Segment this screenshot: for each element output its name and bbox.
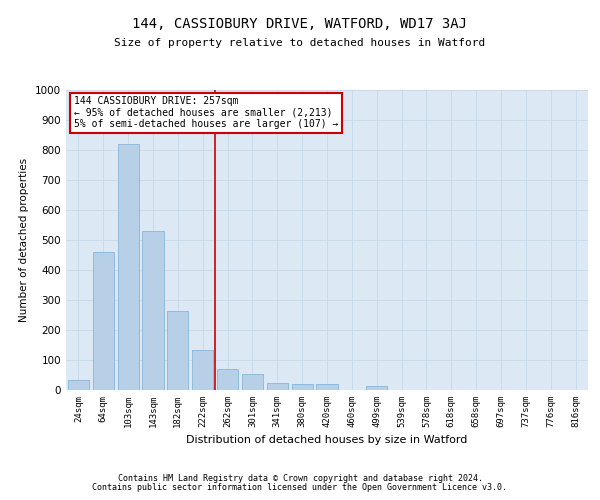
Bar [316,384,338,390]
Y-axis label: Number of detached properties: Number of detached properties [19,158,29,322]
Bar [167,310,188,390]
Bar [292,384,313,390]
Bar [142,231,164,390]
Bar [192,350,213,390]
Bar [118,144,139,390]
Text: Contains HM Land Registry data © Crown copyright and database right 2024.: Contains HM Land Registry data © Crown c… [118,474,482,483]
Bar [242,374,263,390]
Text: 144, CASSIOBURY DRIVE, WATFORD, WD17 3AJ: 144, CASSIOBURY DRIVE, WATFORD, WD17 3AJ [133,18,467,32]
X-axis label: Distribution of detached houses by size in Watford: Distribution of detached houses by size … [187,436,467,446]
Bar [68,380,89,390]
Bar [93,252,114,390]
Bar [217,369,238,390]
Text: 144 CASSIOBURY DRIVE: 257sqm
← 95% of detached houses are smaller (2,213)
5% of : 144 CASSIOBURY DRIVE: 257sqm ← 95% of de… [74,96,338,129]
Bar [366,386,387,390]
Text: Contains public sector information licensed under the Open Government Licence v3: Contains public sector information licen… [92,484,508,492]
Text: Size of property relative to detached houses in Watford: Size of property relative to detached ho… [115,38,485,48]
Bar [267,382,288,390]
